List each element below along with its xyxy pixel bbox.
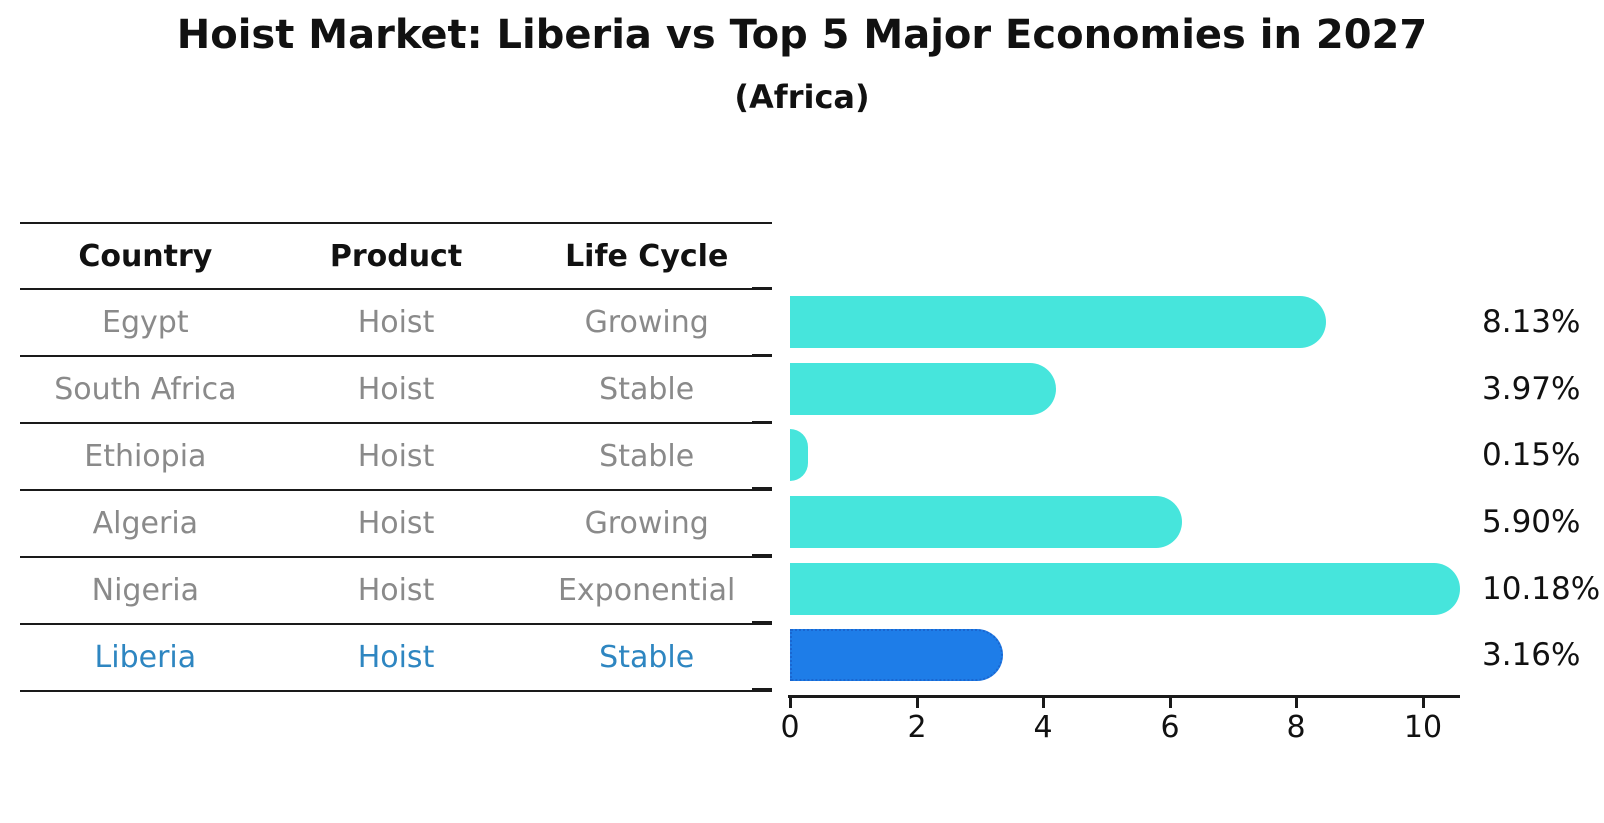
x-axis-tick-label: 0 bbox=[780, 710, 800, 745]
cell-life-cycle: Stable bbox=[599, 640, 695, 675]
y-axis-tick bbox=[752, 287, 772, 290]
cell-life-cycle: Exponential bbox=[557, 573, 736, 608]
cell-life-cycle: Growing bbox=[584, 305, 709, 340]
value-label-ethiopia: 0.15% bbox=[1482, 437, 1581, 473]
value-label-nigeria: 10.18% bbox=[1482, 571, 1601, 607]
table-row-liberia-highlighted: Liberia Hoist Stable bbox=[20, 625, 772, 692]
cell-country: Algeria bbox=[92, 506, 199, 541]
cell-product: Hoist bbox=[357, 439, 435, 474]
x-axis-tick bbox=[789, 698, 792, 708]
cell-country: South Africa bbox=[54, 372, 237, 407]
x-axis-tick bbox=[1295, 698, 1298, 708]
x-axis-tick bbox=[1169, 698, 1172, 708]
cell-life-cycle: Stable bbox=[599, 439, 695, 474]
y-axis-tick bbox=[752, 487, 772, 490]
value-label-liberia: 3.16% bbox=[1482, 637, 1581, 673]
y-axis-tick bbox=[752, 621, 772, 624]
x-axis-line bbox=[788, 695, 1460, 698]
x-axis-tick bbox=[1422, 698, 1425, 708]
bar-liberia-highlighted bbox=[790, 629, 1003, 681]
cell-product: Hoist bbox=[357, 640, 435, 675]
bar-south-africa bbox=[790, 363, 1056, 415]
cell-country: Liberia bbox=[94, 640, 197, 675]
cell-product: Hoist bbox=[357, 506, 435, 541]
bar-algeria bbox=[790, 496, 1182, 548]
table-row-ethiopia: Ethiopia Hoist Stable bbox=[20, 424, 772, 491]
cell-life-cycle: Growing bbox=[584, 506, 709, 541]
country-table: Country Product Life Cycle Egypt Hoist G… bbox=[20, 222, 772, 692]
cell-product: Hoist bbox=[357, 372, 435, 407]
bar-egypt bbox=[790, 296, 1326, 348]
chart-subtitle: (Africa) bbox=[734, 78, 870, 116]
y-axis-tick bbox=[752, 554, 772, 557]
x-axis-tick-label: 2 bbox=[907, 710, 927, 745]
y-axis-tick bbox=[752, 421, 772, 424]
table-row-algeria: Algeria Hoist Growing bbox=[20, 491, 772, 558]
value-label-algeria: 5.90% bbox=[1482, 504, 1581, 540]
table-row-south-africa: South Africa Hoist Stable bbox=[20, 357, 772, 424]
bar-nigeria bbox=[790, 563, 1460, 615]
bar-ethiopia bbox=[790, 429, 808, 481]
table-row-nigeria: Nigeria Hoist Exponential bbox=[20, 558, 772, 625]
x-axis-tick-label: 10 bbox=[1403, 710, 1443, 745]
cell-country: Ethiopia bbox=[84, 439, 207, 474]
value-label-egypt: 8.13% bbox=[1482, 304, 1581, 340]
cell-life-cycle: Stable bbox=[599, 372, 695, 407]
y-axis-tick bbox=[752, 354, 772, 357]
x-axis-tick bbox=[1042, 698, 1045, 708]
x-axis-tick bbox=[916, 698, 919, 708]
x-axis-tick-label: 6 bbox=[1160, 710, 1180, 745]
y-axis-tick bbox=[752, 688, 772, 691]
cell-country: Egypt bbox=[102, 305, 189, 340]
table-row-egypt: Egypt Hoist Growing bbox=[20, 290, 772, 357]
column-header-product: Product bbox=[329, 238, 463, 274]
x-axis-tick-label: 8 bbox=[1286, 710, 1306, 745]
chart-title: Hoist Market: Liberia vs Top 5 Major Eco… bbox=[176, 12, 1428, 58]
column-header-life-cycle: Life Cycle bbox=[565, 238, 729, 274]
column-header-country: Country bbox=[78, 238, 213, 274]
table-header-row: Country Product Life Cycle bbox=[20, 222, 772, 290]
cell-product: Hoist bbox=[357, 573, 435, 608]
cell-product: Hoist bbox=[357, 305, 435, 340]
x-axis-tick-label: 4 bbox=[1033, 710, 1053, 745]
value-label-south-africa: 3.97% bbox=[1482, 371, 1581, 407]
cell-country: Nigeria bbox=[91, 573, 199, 608]
